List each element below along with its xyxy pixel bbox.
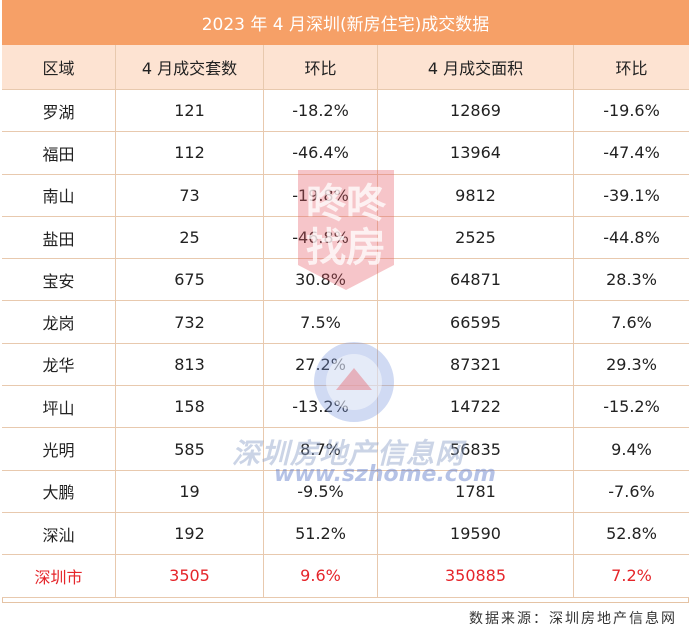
- table-header: 区域 4 月成交套数 环比 4 月成交面积 环比: [2, 45, 689, 90]
- table-row: 龙华 813 27.2% 87321 29.3%: [2, 343, 689, 387]
- table-row: 罗湖 121 -18.2% 12869 -19.6%: [2, 90, 689, 133]
- cell-units-mom: 27.2%: [264, 343, 378, 386]
- table-row: 盐田 25 -46.8% 2525 -44.8%: [2, 216, 689, 260]
- cell-area: 19590: [378, 512, 574, 555]
- cell-area: 87321: [378, 343, 574, 386]
- header-units-mom: 环比: [264, 45, 378, 89]
- header-district: 区域: [2, 45, 116, 89]
- cell-area-mom: 7.6%: [611, 312, 652, 332]
- cell-units-mom: 51.2%: [264, 512, 378, 555]
- cell-area-mom: -47.4%: [603, 143, 660, 163]
- table-row: 宝安 675 30.8% 64871 28.3%: [2, 259, 689, 302]
- cell-area-mom: 9.4%: [611, 439, 652, 459]
- cell-area: 12869: [378, 90, 574, 132]
- cell-district: 盐田: [2, 216, 116, 259]
- table-row: 深汕 192 51.2% 19590 52.8%: [2, 512, 689, 556]
- cell-units: 19: [116, 470, 264, 512]
- table-row: 光明 585 8.7% 56835 9.4%: [2, 428, 689, 471]
- cell-units: 73: [116, 174, 264, 216]
- cell-area-mom: 28.3%: [606, 270, 657, 290]
- cell-district: 坪山: [2, 386, 116, 428]
- cell-units-mom: -19.8%: [264, 174, 378, 216]
- cell-district: 深汕: [2, 512, 116, 555]
- cell-units: 121: [116, 90, 264, 132]
- cell-area: 9812: [378, 174, 574, 216]
- cell-area: 66595: [378, 301, 574, 343]
- cell-district: 深圳市: [2, 555, 116, 597]
- table-row: 龙岗 732 7.5% 66595 7.6%: [2, 301, 689, 344]
- cell-district: 福田: [2, 132, 116, 174]
- table-row: 南山 73 -19.8% 9812 -39.1%: [2, 174, 689, 217]
- cell-district: 龙华: [2, 343, 116, 386]
- cell-units: 3505: [116, 555, 264, 597]
- cell-area-mom: -44.8%: [603, 228, 660, 248]
- cell-units-mom: 9.6%: [264, 555, 378, 597]
- cell-units-mom: 7.5%: [264, 301, 378, 343]
- data-source: 数据来源：深圳房地产信息网: [469, 611, 677, 627]
- total-row: 深圳市 3505 9.6% 350885 7.2%: [2, 555, 689, 598]
- cell-units: 585: [116, 428, 264, 470]
- cell-area-mom: -19.6%: [603, 101, 660, 121]
- header-area-mom: 环比: [615, 59, 648, 78]
- cell-units-mom: 8.7%: [264, 428, 378, 470]
- cell-units-mom: 30.8%: [264, 259, 378, 301]
- cell-units: 112: [116, 132, 264, 174]
- cell-units: 675: [116, 259, 264, 301]
- table-row: 福田 112 -46.4% 13964 -47.4%: [2, 132, 689, 175]
- cell-units: 158: [116, 386, 264, 428]
- cell-district: 光明: [2, 428, 116, 470]
- cell-district: 南山: [2, 174, 116, 216]
- cell-units: 192: [116, 512, 264, 555]
- cell-units-mom: -9.5%: [264, 470, 378, 512]
- header-area: 4 月成交面积: [378, 45, 574, 89]
- cell-units-mom: -18.2%: [264, 90, 378, 132]
- cell-district: 龙岗: [2, 301, 116, 343]
- cell-units: 813: [116, 343, 264, 386]
- cell-district: 大鹏: [2, 470, 116, 512]
- table-row: 坪山 158 -13.2% 14722 -15.2%: [2, 386, 689, 429]
- cell-area-mom: -7.6%: [608, 481, 655, 501]
- cell-area: 2525: [378, 216, 574, 259]
- cell-district: 罗湖: [2, 90, 116, 132]
- table-body: 罗湖 121 -18.2% 12869 -19.6% 福田 112 -46.4% 13964 -4…: [2, 90, 689, 598]
- cell-area-mom: -15.2%: [603, 397, 660, 417]
- table-title: 2023 年 4 月深圳(新房住宅)成交数据: [2, 0, 689, 45]
- cell-area: 13964: [378, 132, 574, 174]
- cell-area: 14722: [378, 386, 574, 428]
- cell-units-mom: -46.8%: [264, 216, 378, 259]
- header-units: 4 月成交套数: [116, 45, 264, 89]
- cell-units-mom: -46.4%: [264, 132, 378, 174]
- cell-area: 1781: [378, 470, 574, 512]
- cell-area: 350885: [378, 555, 574, 597]
- cell-area-mom: 52.8%: [606, 524, 657, 544]
- cell-area-mom: -39.1%: [603, 185, 660, 205]
- cell-units: 25: [116, 216, 264, 259]
- cell-district: 宝安: [2, 259, 116, 301]
- cell-units: 732: [116, 301, 264, 343]
- cell-area: 64871: [378, 259, 574, 301]
- cell-units-mom: -13.2%: [264, 386, 378, 428]
- table-row: 大鹏 19 -9.5% 1781 -7.6%: [2, 470, 689, 513]
- cell-area-mom: 29.3%: [606, 354, 657, 374]
- cell-area-mom: 7.2%: [611, 566, 652, 586]
- cell-area: 56835: [378, 428, 574, 470]
